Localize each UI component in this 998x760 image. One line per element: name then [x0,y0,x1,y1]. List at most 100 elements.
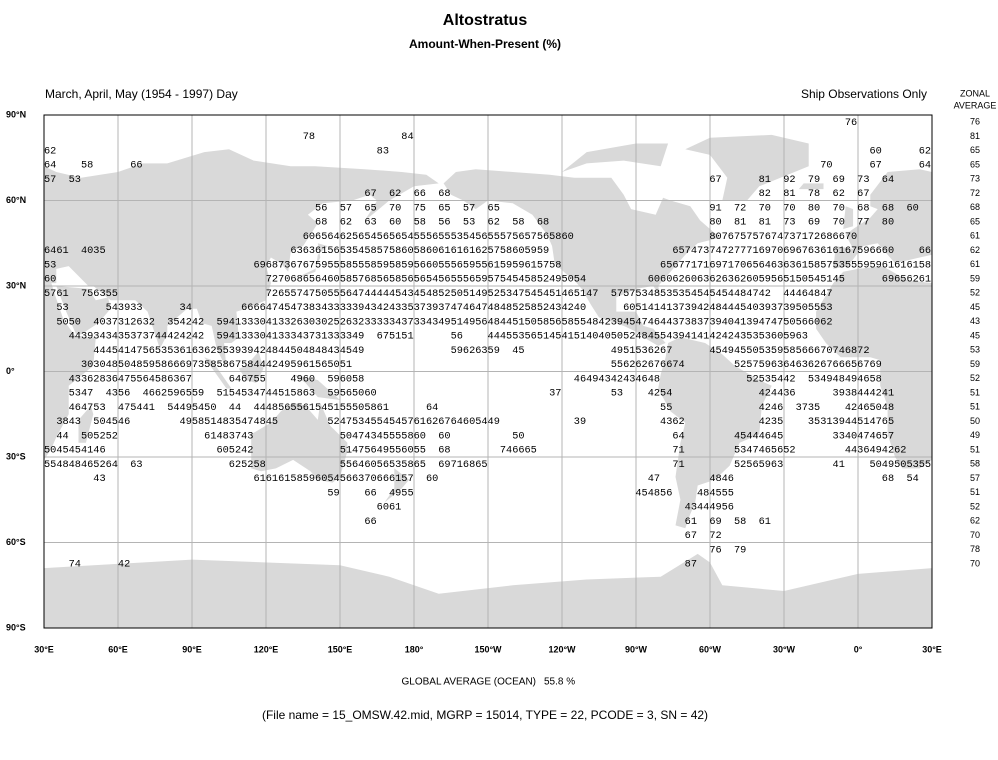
footer: (File name = 15_OMSW.42.mid, MGRP = 1501… [262,708,708,722]
zonal-value: 78 [970,544,980,554]
zonal-header: ZONAL [960,88,990,98]
zonal-value: 51 [970,387,980,397]
landmass [78,405,94,443]
grid-row: 76 [44,117,857,129]
grid-row: 44 505252 61483743 50474345555860 60 50 … [44,430,894,442]
lat-label: 60°N [6,195,26,205]
landmass [384,468,410,503]
grid-row: 59 66 4955 454856 484555 [44,487,734,499]
lat-label: 0° [6,366,15,376]
zonal-value: 57 [970,473,980,483]
zonal-value: 52 [970,288,980,298]
grid-row: 62 83 60 62 [44,145,931,157]
zonal-value: 45 [970,330,980,340]
zonal-value: 45 [970,302,980,312]
zonal-value: 70 [970,558,980,568]
grid-row: 554848465264 63 625258 55646056535865 69… [44,459,931,471]
zonal-value: 49 [970,430,980,440]
season: March, April, May (1954 - 1997) Day [45,87,238,101]
lon-label: 30°E [34,644,54,654]
grid-row: 5347 4356 4662596559 5154534744515863 59… [44,388,894,400]
landmass [204,357,232,389]
zonal-value: 68 [970,202,980,212]
zonal-value: 59 [970,359,980,369]
landmass [251,402,348,483]
zonal-value: 76 [970,117,980,127]
landmass [843,206,854,229]
zonal-header: AVERAGE [954,100,997,110]
zonal-value: 50 [970,416,980,426]
landmass [685,134,809,201]
map-frame [43,114,933,629]
landmass [658,337,772,529]
grid-row: 5045454146 605242 51475649556055 68 7466… [44,445,906,457]
zonal-value: 58 [970,459,980,469]
grid-row: 66 61 69 58 61 [44,516,771,528]
zonal-value: 51 [970,444,980,454]
grid-row: 67 72 [44,530,722,542]
grid-row: 3843 504546 4958514835474845 52475345545… [44,416,894,428]
landmass [44,149,439,369]
landmass [816,266,932,469]
title: Altostratus [443,12,528,29]
source: Ship Observations Only [801,87,927,101]
lat-label: 60°S [6,537,26,547]
global-average-label: GLOBAL AVERAGE (OCEAN) [402,677,536,688]
lon-label: 120°E [254,644,279,654]
grid-row: 43362836475564586367 646755 4960 596058 … [44,373,882,385]
grid-row: 43 61616158596054566370666157 60 47 4846… [44,473,919,485]
zonal-value: 52 [970,373,980,383]
lon-label: 60°E [108,644,128,654]
grid-row: 56 57 65 70 75 65 57 65 91 72 70 70 80 7… [44,202,919,214]
lon-label: 90°E [182,644,202,654]
axis-labels: 90°N 60°N 30°N 0° 30°S 60°S 90°S 30°E 60°E 90°E 12… [6,109,942,654]
grid-row: 67 62 66 68 82 81 78 62 67 [44,188,870,200]
grid-row: 53 543933 34 666647454738343333394342433… [44,302,833,314]
zonal-value: 62 [970,245,980,255]
grid-row: 78 84 [44,131,414,143]
lon-label: 90°W [625,644,648,654]
landmass [290,243,328,284]
grid-row: 3030485048595866697358586758444249596156… [44,359,882,371]
landmass [562,143,669,172]
grid-row: 76 79 [44,544,746,556]
zonal-value: 65 [970,145,980,155]
grid-row: 6061 43444956 [44,502,734,514]
lat-label: 30°N [6,280,26,290]
lon-label: 180° [405,644,424,654]
grid-row: 464753 475441 54495450 44 44485655615451… [44,402,894,414]
grid-row: 4439343435373744424242 59413330413334373… [44,331,808,343]
lon-label: 150°E [328,644,353,654]
zonal-value: 70 [970,530,980,540]
zonal-value: 61 [970,259,980,269]
zonal-value: 43 [970,316,980,326]
global-average-value: 55.8 % [544,677,575,688]
lat-label: 90°N [6,109,26,119]
zonal-value: 61 [970,231,980,241]
lon-label: 30°W [773,644,796,654]
grid-row: 6461 4035 636361565354585758605860616161… [44,245,931,257]
landmass [443,169,720,346]
zonal-value: 52 [970,501,980,511]
grid-row: 68 62 63 60 58 56 53 62 58 68 80 81 81 7… [44,217,894,229]
zonal-value: 51 [970,402,980,412]
landmass [238,351,264,383]
zonal-value: 65 [970,159,980,169]
grid-row: 60 7270686564605857685658565654565556595… [44,274,931,286]
lon-label: 30°E [922,644,942,654]
grid-row: 5050 4037312632 354242 59413330413326303… [44,316,833,328]
lon-label: 150°W [474,644,502,654]
zonal-value: 59 [970,273,980,283]
lon-label: 0° [854,644,863,654]
zonal-value: 51 [970,487,980,497]
landmass [293,374,340,400]
grid-row: 64 58 66 70 67 64 [44,160,931,172]
zonal-value: 53 [970,345,980,355]
lon-label: 120°W [548,644,576,654]
lon-label: 60°W [699,644,722,654]
grid-row: 74 42 87 [44,559,697,571]
landmass [798,183,824,190]
grid-row: 57 53 67 81 92 79 69 73 64 [44,174,894,186]
landmass [56,286,111,335]
